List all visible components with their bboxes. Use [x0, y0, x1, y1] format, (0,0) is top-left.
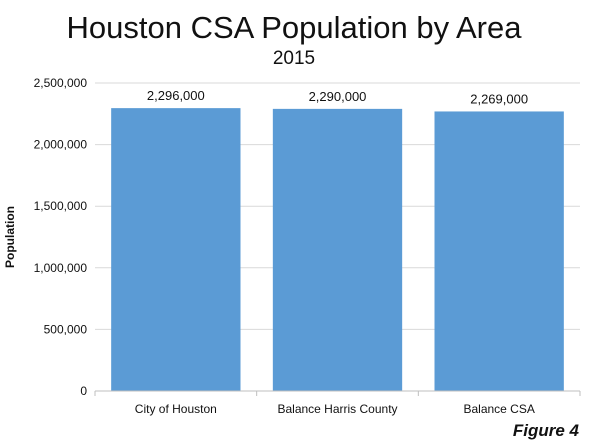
figure-label: Figure 4 — [513, 421, 580, 440]
x-tick-label: Balance CSA — [463, 402, 534, 416]
y-tick-label: 2,000,000 — [34, 138, 88, 152]
bars — [111, 108, 564, 391]
y-tick-label: 500,000 — [44, 322, 88, 336]
bar — [272, 108, 403, 391]
bar — [111, 108, 241, 391]
y-axis-label: Population — [3, 206, 17, 268]
chart-title: Houston CSA Population by Area — [67, 10, 523, 45]
x-tick-label: City of Houston — [135, 402, 217, 416]
y-tick-label: 1,500,000 — [34, 199, 88, 213]
data-label: 2,296,000 — [147, 88, 205, 103]
x-axis-ticks: City of Houston Balance Harris County Bala… — [94, 391, 581, 416]
y-tick-label: 1,000,000 — [34, 261, 88, 275]
x-tick-label: Balance Harris County — [277, 402, 397, 416]
data-label: 2,290,000 — [309, 89, 367, 104]
bar — [434, 111, 564, 391]
y-axis-ticks: 0 500,000 1,000,000 1,500,000 2,000,000 2,500… — [34, 76, 88, 398]
chart-subtitle: 2015 — [273, 48, 315, 69]
y-tick-label: 2,500,000 — [34, 76, 88, 90]
data-labels: 2,296,000 2,290,000 2,269,000 — [147, 88, 528, 106]
data-label: 2,269,000 — [470, 91, 528, 106]
y-tick-label: 0 — [80, 384, 87, 398]
